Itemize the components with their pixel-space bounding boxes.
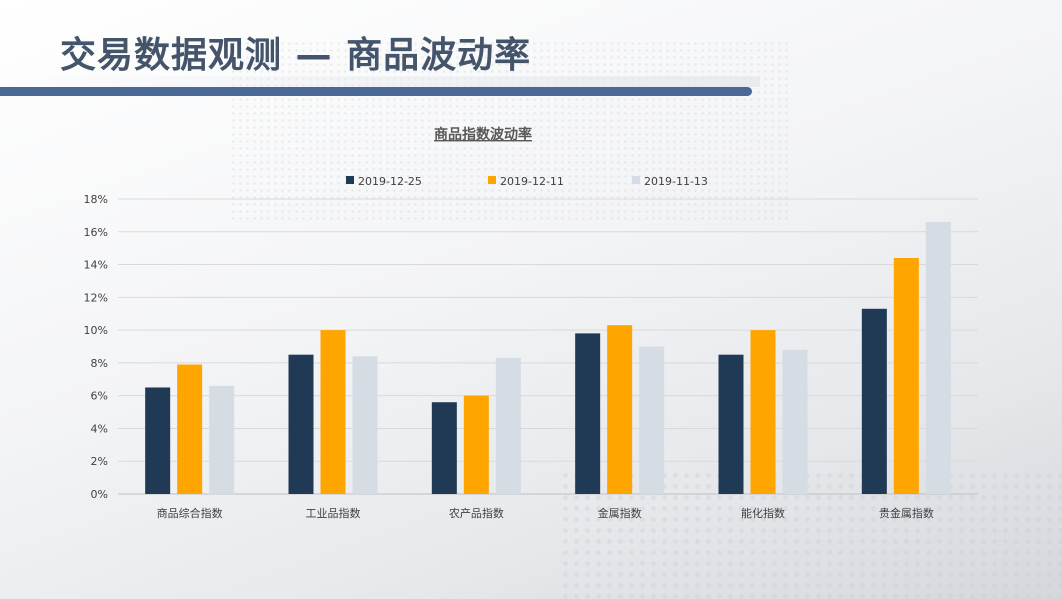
- y-tick-label: 0%: [91, 488, 108, 501]
- x-axis: 商品综合指数 工业品指数 农产品指数 金属指数 能化指数 贵金属指数: [157, 506, 934, 520]
- bar-2019-12-11: [750, 330, 776, 494]
- y-tick-label: 2%: [91, 455, 108, 468]
- legend-label: 2019-11-13: [644, 175, 708, 188]
- bar-2019-12-11: [893, 258, 919, 494]
- bar-2019-12-25: [288, 354, 314, 494]
- legend-swatch: [346, 176, 354, 184]
- bar-2019-12-25: [431, 402, 457, 494]
- bar-2019-11-13: [209, 385, 235, 494]
- y-tick-label: 6%: [91, 390, 108, 403]
- bar-2019-12-25: [145, 387, 171, 494]
- chart-title: 商品指数波动率: [434, 126, 532, 143]
- bar-2019-12-11: [320, 330, 346, 494]
- title-underline-highlight: [0, 76, 760, 87]
- chart-gridlines: [118, 198, 978, 495]
- bar-2019-12-25: [575, 333, 601, 494]
- legend-label: 2019-12-25: [358, 175, 422, 188]
- x-tick-label: 贵金属指数: [879, 506, 934, 520]
- y-tick-label: 16%: [84, 226, 108, 239]
- bar-2019-12-25: [718, 354, 744, 494]
- x-tick-label: 工业品指数: [306, 506, 361, 520]
- x-tick-label: 能化指数: [741, 506, 785, 520]
- title-underline-bar: [0, 87, 752, 96]
- bar-2019-11-13: [782, 349, 808, 494]
- y-axis: 0% 2% 4% 6% 8% 10% 12% 14% 16% 18%: [84, 193, 108, 501]
- chart-legend: 2019-12-25 2019-12-11 2019-11-13: [346, 175, 708, 188]
- legend-swatch: [488, 176, 496, 184]
- x-tick-label: 商品综合指数: [157, 506, 223, 520]
- background-world-map-dots: [230, 40, 790, 220]
- y-tick-label: 12%: [84, 291, 108, 304]
- legend-label: 2019-12-11: [500, 175, 564, 188]
- bar-2019-12-11: [607, 325, 633, 494]
- y-tick-label: 18%: [84, 193, 108, 206]
- legend-swatch: [632, 176, 640, 184]
- page-title: 交易数据观测 — 商品波动率: [60, 35, 532, 76]
- x-tick-label: 金属指数: [598, 506, 642, 520]
- bar-2019-12-11: [177, 364, 203, 494]
- bar-2019-12-11: [463, 395, 489, 494]
- y-tick-label: 4%: [91, 422, 108, 435]
- bar-2019-11-13: [639, 346, 665, 494]
- x-tick-label: 农产品指数: [449, 506, 504, 520]
- bar-2019-11-13: [925, 221, 951, 494]
- chart-bars: [145, 221, 951, 494]
- y-tick-label: 14%: [84, 259, 108, 272]
- bar-2019-12-25: [861, 308, 887, 494]
- bar-2019-11-13: [495, 357, 521, 494]
- bar-2019-11-13: [352, 356, 378, 494]
- y-tick-label: 8%: [91, 357, 108, 370]
- y-tick-label: 10%: [84, 324, 108, 337]
